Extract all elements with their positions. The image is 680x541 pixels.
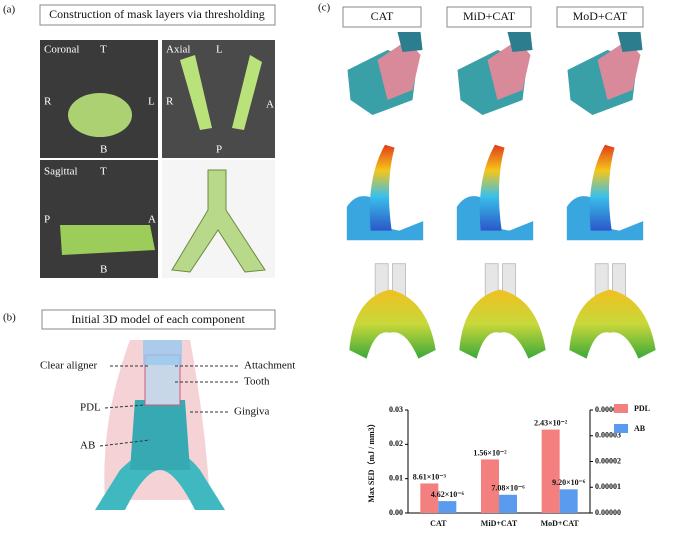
legend-label: AB xyxy=(634,424,646,433)
y2-tick-label: 0.00004 xyxy=(595,405,621,414)
sed-map xyxy=(568,263,657,360)
sed-map xyxy=(348,263,437,360)
panel-label: (b) xyxy=(3,312,16,324)
bar xyxy=(438,501,457,513)
group-title: CAT xyxy=(371,9,394,23)
direction: A xyxy=(266,99,274,111)
component-label: Gingiva xyxy=(234,406,270,418)
bar-chart: 0.00 0.01 0.02 0.03 0.00000 0.00001 0.00002 0.0… xyxy=(389,404,650,528)
direction: P xyxy=(216,144,222,156)
direction: P xyxy=(44,214,50,226)
component-label: AB xyxy=(80,440,95,452)
direction: R xyxy=(166,96,174,108)
y2-tick-label: 0.00000 xyxy=(595,508,621,517)
x-tick-label: MiD+CAT xyxy=(481,519,518,528)
direction: L xyxy=(216,44,223,56)
bar xyxy=(481,459,499,513)
axial-view xyxy=(162,40,275,158)
y2-tick-label: 0.00002 xyxy=(595,456,621,465)
component-label: Tooth xyxy=(244,376,270,388)
direction: B xyxy=(100,144,107,156)
model-image xyxy=(457,32,533,115)
group-box xyxy=(446,6,532,28)
panel-title: Initial 3D model of each component xyxy=(71,312,245,326)
component-label: Attachment xyxy=(244,360,295,372)
direction: R xyxy=(44,96,52,108)
group-box xyxy=(556,6,644,28)
legend-swatch xyxy=(614,424,628,433)
title-box xyxy=(39,4,276,26)
y2-tick-label: 0.00003 xyxy=(595,431,621,440)
mask xyxy=(180,55,262,130)
value-label: 8.61×10⁻³ xyxy=(413,472,447,481)
view-name: Coronal xyxy=(44,44,79,56)
model-image xyxy=(567,32,643,115)
bar xyxy=(541,429,560,513)
group-title: MoD+CAT xyxy=(573,9,628,23)
panel-label: (c) xyxy=(318,2,331,14)
y-tick-label: 0.00 xyxy=(389,508,403,517)
aligner xyxy=(143,340,182,365)
group-title: MiD+CAT xyxy=(463,9,516,23)
y-axis-title: Max SED（mJ / mm3） xyxy=(366,419,376,502)
legend-label: PDL xyxy=(634,404,650,413)
bar xyxy=(499,494,517,513)
direction: L xyxy=(148,96,155,108)
direction: B xyxy=(100,264,107,276)
value-label: 2.43×10⁻² xyxy=(534,418,568,427)
panel-title: Construction of mask layers via threshol… xyxy=(49,7,265,21)
mask xyxy=(60,225,155,255)
y-tick-label: 0.03 xyxy=(389,405,403,414)
sed-map xyxy=(458,263,547,360)
direction: A xyxy=(148,214,156,226)
panel-label: (a) xyxy=(3,4,16,16)
bone-base xyxy=(95,445,225,510)
title-box xyxy=(41,309,276,330)
legend-swatch xyxy=(614,404,628,413)
bar xyxy=(420,483,439,513)
mask xyxy=(68,93,132,137)
direction: T xyxy=(100,44,107,56)
model-image xyxy=(347,32,423,115)
sagittal-view xyxy=(40,160,158,278)
value-label: 7.08×10⁻⁶ xyxy=(491,484,525,493)
alveolar-bone xyxy=(130,400,190,470)
y-tick-label: 0.01 xyxy=(389,473,403,482)
y2-tick-label: 0.00001 xyxy=(595,482,621,491)
component-label: PDL xyxy=(80,402,101,414)
view-name: Sagittal xyxy=(44,166,78,178)
group-box xyxy=(342,6,422,28)
x-tick-label: CAT xyxy=(430,519,447,528)
value-label: 4.62×10⁻⁶ xyxy=(431,490,465,499)
stress-map xyxy=(346,144,424,241)
view-name: Axial xyxy=(166,44,190,56)
value-label: 1.56×10⁻² xyxy=(473,448,507,457)
bar xyxy=(559,489,578,513)
y-tick-label: 0.02 xyxy=(389,439,403,448)
direction: T xyxy=(100,166,107,178)
x-tick-label: MoD+CAT xyxy=(541,519,580,528)
stress-map xyxy=(456,144,534,241)
mask-3d xyxy=(171,169,266,273)
leaders xyxy=(99,365,240,447)
component-label: Clear aligner xyxy=(40,360,97,372)
value-label: 9.20×10⁻⁶ xyxy=(552,478,586,487)
stress-map xyxy=(566,144,644,241)
